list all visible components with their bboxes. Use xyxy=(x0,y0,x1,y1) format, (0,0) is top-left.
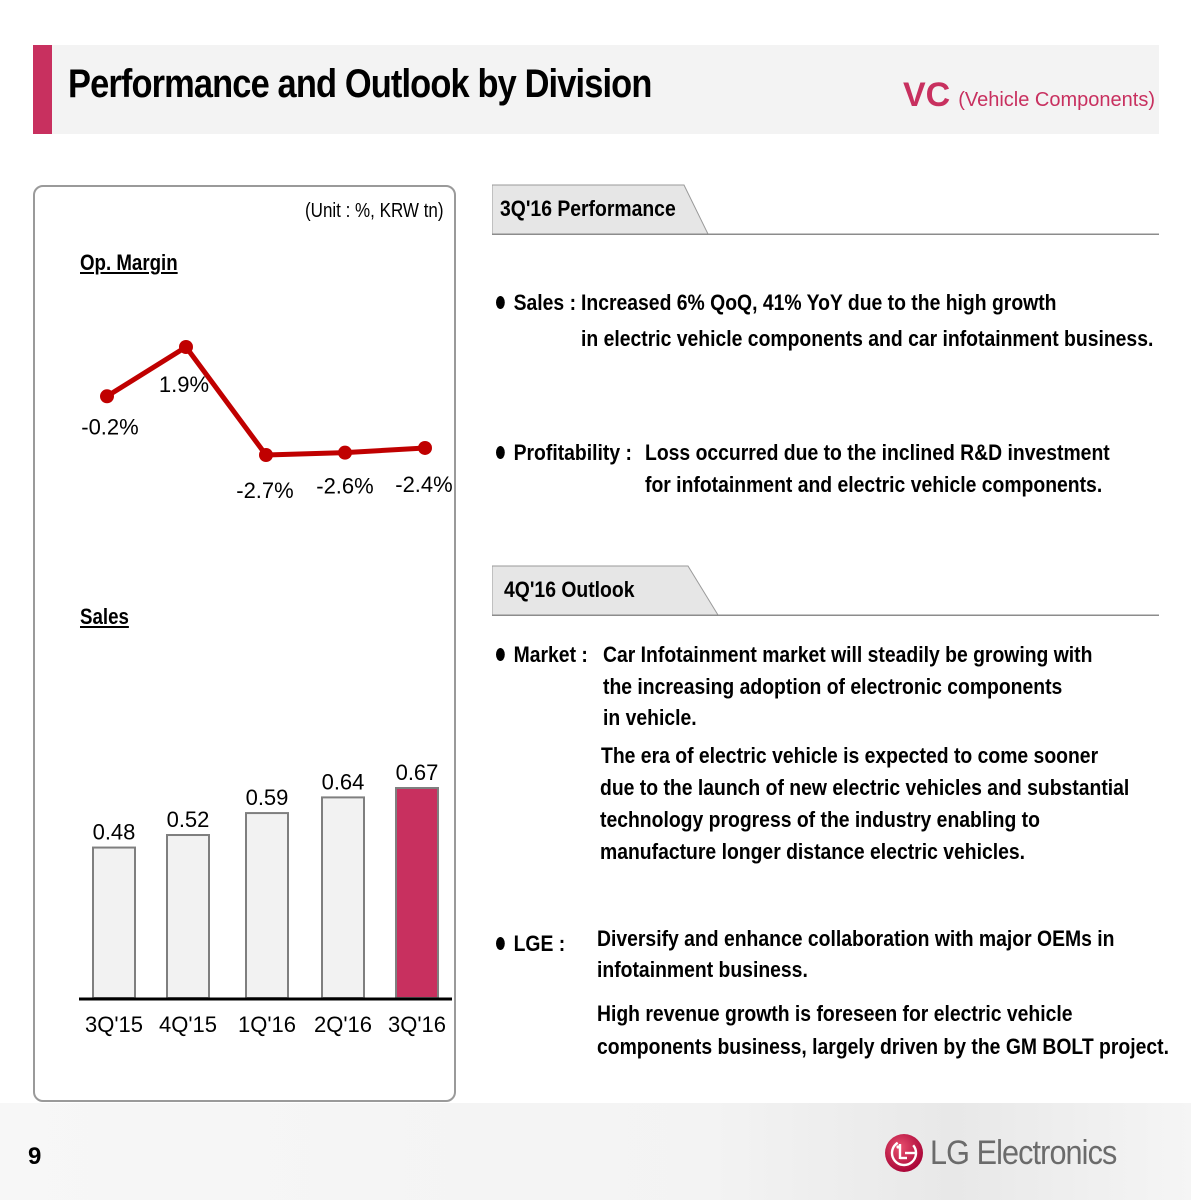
sales-category-label: 3Q'16 xyxy=(388,1012,446,1037)
bullet-icon xyxy=(496,296,505,309)
division-label: VC (Vehicle Components) xyxy=(903,76,1155,115)
op-margin-value-label: -2.7% xyxy=(236,478,293,503)
item-line: the increasing adoption of electronic co… xyxy=(603,674,1063,699)
footer-band xyxy=(0,1103,1191,1200)
item-line: infotainment business. xyxy=(597,957,808,982)
bullet-icon xyxy=(496,446,505,459)
item-label: Sales : xyxy=(513,290,577,315)
op-margin-point xyxy=(100,389,114,404)
sales-value-label: 0.67 xyxy=(396,760,439,785)
outlook-tab-shape xyxy=(492,565,1159,616)
item-line: technology progress of the industry enab… xyxy=(600,807,1040,832)
lg-electronics-logo: LG Electronics xyxy=(884,1130,1137,1176)
page-number: 9 xyxy=(28,1143,42,1170)
sales-category-label: 4Q'15 xyxy=(159,1012,217,1037)
sales-category-label: 2Q'16 xyxy=(314,1012,372,1037)
outlook-tab-label: 4Q'16 Outlook xyxy=(504,577,635,602)
item-label: Profitability : xyxy=(513,440,632,465)
sales-bar xyxy=(92,846,136,999)
sales-value-label: 0.52 xyxy=(167,807,210,832)
item-line: Increased 6% QoQ, 41% YoY due to the hig… xyxy=(581,290,1057,315)
sales-value-label: 0.48 xyxy=(93,820,136,845)
op-margin-title: Op. Margin xyxy=(80,250,178,275)
sales-value-label: 0.59 xyxy=(246,785,289,810)
op-margin-value-label: -0.2% xyxy=(81,414,138,439)
bullet-icon xyxy=(496,937,505,950)
unit-label: (Unit : %, KRW tn) xyxy=(305,200,444,222)
performance-item-profitability: Profitability : xyxy=(496,440,632,466)
item-line: in vehicle. xyxy=(603,705,697,730)
sales-bar xyxy=(395,787,439,999)
item-label: Market : xyxy=(513,642,588,667)
page-title: Performance and Outlook by Division xyxy=(68,62,652,106)
op-margin-value-label: -2.4% xyxy=(395,472,452,497)
sales-category-label: 1Q'16 xyxy=(238,1012,296,1037)
outlook-item-lge: LGE : xyxy=(496,931,565,957)
item-line: manufacture longer distance electric veh… xyxy=(600,839,1026,864)
item-line: for infotainment and electric vehicle co… xyxy=(645,472,1103,497)
item-line: components business, largely driven by t… xyxy=(597,1034,1169,1059)
op-margin-value-label: -2.6% xyxy=(316,474,373,499)
item-line: Car Infotainment market will steadily be… xyxy=(603,642,1093,667)
bullet-icon xyxy=(496,648,505,661)
item-line: High revenue growth is foreseen for elec… xyxy=(597,1001,1073,1026)
outlook-item-market: Market : xyxy=(496,642,588,668)
op-margin-value-label: 1.9% xyxy=(159,372,209,397)
division-name: (Vehicle Components) xyxy=(958,89,1155,111)
op-margin-line-chart: -0.2% 1.9% -2.7% -2.6% -2.4% xyxy=(81,340,453,503)
item-line: Diversify and enhance collaboration with… xyxy=(597,926,1115,951)
op-margin-point xyxy=(418,440,432,455)
item-line: in electric vehicle components and car i… xyxy=(581,326,1154,351)
logo-text: LG Electronics xyxy=(930,1133,1117,1172)
sales-category-label: 3Q'15 xyxy=(85,1012,143,1037)
performance-tab-shape xyxy=(492,184,1159,235)
op-margin-point xyxy=(179,340,193,354)
performance-tab-label: 3Q'16 Performance xyxy=(500,196,676,221)
item-label: LGE : xyxy=(513,931,566,956)
sales-bar-chart: 0.48 3Q'15 0.52 4Q'15 0.59 1Q'16 0.64 2Q'16 0.67… xyxy=(79,760,452,1037)
performance-item-sales: Sales : xyxy=(496,290,576,316)
item-line: due to the launch of new electric vehicl… xyxy=(600,775,1130,800)
sales-title: Sales xyxy=(80,604,129,629)
lg-face-logo-icon xyxy=(885,1134,923,1172)
division-code: VC xyxy=(902,76,951,114)
title-accent-bar xyxy=(33,45,52,134)
sales-value-label: 0.64 xyxy=(322,769,365,794)
item-line: The era of electric vehicle is expected … xyxy=(601,743,1099,768)
op-margin-line xyxy=(105,344,426,458)
title-band xyxy=(33,45,1159,134)
sales-bar xyxy=(245,812,289,1000)
sales-bar xyxy=(321,796,365,1000)
item-line: Loss occurred due to the inclined R&D in… xyxy=(645,440,1110,465)
sales-bar xyxy=(166,834,210,1000)
op-margin-point xyxy=(338,445,352,460)
op-margin-point xyxy=(259,448,273,462)
